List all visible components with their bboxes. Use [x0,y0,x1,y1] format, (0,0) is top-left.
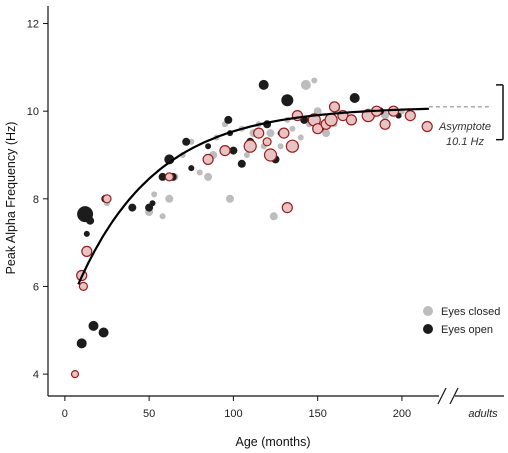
asymptote-label: Asymptote [438,121,491,133]
eyes-open-point [98,327,109,338]
highlighted-point [404,109,416,122]
highlighted-point [102,194,112,204]
highlighted-point [281,202,293,214]
highlighted-point [81,245,93,257]
x-axis-title: Age (months) [235,435,310,449]
y-tick-label: 4 [33,369,39,381]
y-axis-title: Peak Alpha Frequency (Hz) [4,122,18,275]
highlighted-point [243,139,257,153]
eyes-closed-point [322,129,331,138]
y-tick-label: 12 [27,19,39,31]
eyes-closed-point [311,77,318,84]
fit-curve [77,107,429,285]
y-tick-label: 8 [33,194,39,206]
eyes-closed-point [151,191,158,198]
highlighted-point [324,113,338,127]
asymptote-value-label: 10.1 Hz [446,136,484,148]
eyes-open-point [349,93,360,103]
legend-label-eyes-closed: Eyes closed [441,306,500,318]
highlighted-point [78,281,89,291]
x-ticks: 0 50 100 150 200 [62,396,411,420]
highlighted-point [202,153,214,165]
eyes-open-point [88,320,99,331]
legend-label-eyes-open: Eyes open [441,324,493,336]
eyes-closed-point [165,194,174,203]
eyes-open-point [182,137,191,146]
axes: 4 6 8 10 12 0 50 100 150 200 adults Age (months)… [4,6,504,449]
eyes-open-point [76,338,87,349]
highlighted-point [345,114,357,126]
eyes-open-point [158,172,167,181]
eyes-open-point [128,203,137,212]
eyes-open-point [205,143,212,150]
highlighted-point [263,148,278,162]
eyes-closed-point [277,143,284,150]
eyes-open-point [83,230,90,237]
eyes-closed-point [159,213,166,220]
eyes-closed-point [269,212,278,221]
highlighted-point [219,145,231,157]
eyes-closed-point [297,134,304,141]
axis-break-marker [437,387,459,405]
eyes-closed-point [300,79,311,90]
highlighted-point [70,370,80,379]
y-ticks: 4 6 8 10 12 [27,19,48,381]
x-tick-label: 150 [308,408,326,420]
scatter-points [70,77,433,379]
x-tick-label: 0 [62,408,68,420]
x-break-label: adults [468,408,498,420]
highlighted-point [379,118,391,130]
legend-marker-eyes-open [423,324,433,334]
x-tick-label: 50 [143,408,155,420]
y-tick-label: 10 [27,106,39,118]
legend-marker-eyes-closed [423,306,433,316]
eyes-open-point [188,165,195,172]
highlighted-point [262,137,272,147]
highlighted-point [328,101,341,113]
eyes-closed-point [266,129,275,138]
eyes-closed-point [204,172,213,181]
eyes-open-point [258,79,269,90]
eyes-closed-point [196,169,203,176]
eyes-closed-point [289,125,296,132]
eyes-closed-point [243,152,250,158]
legend: Eyes closed Eyes open [423,306,500,336]
eyes-closed-point [226,194,234,203]
eyes-closed-point [313,107,322,116]
y-tick-label: 6 [33,281,39,293]
eyes-open-point [237,159,246,168]
eyes-open-point [86,216,95,225]
highlighted-point [164,172,174,182]
eyes-open-point [281,94,294,107]
highlighted-point [421,120,433,133]
highlighted-point [253,127,265,139]
highlighted-point [278,127,290,139]
eyes-open-point [229,146,238,155]
x-tick-label: 100 [224,408,242,420]
eyes-open-point [224,115,233,124]
x-tick-label: 200 [393,408,411,420]
asymptote-bracket [496,84,504,141]
eyes-open-point [149,200,156,207]
highlighted-point [285,139,299,153]
